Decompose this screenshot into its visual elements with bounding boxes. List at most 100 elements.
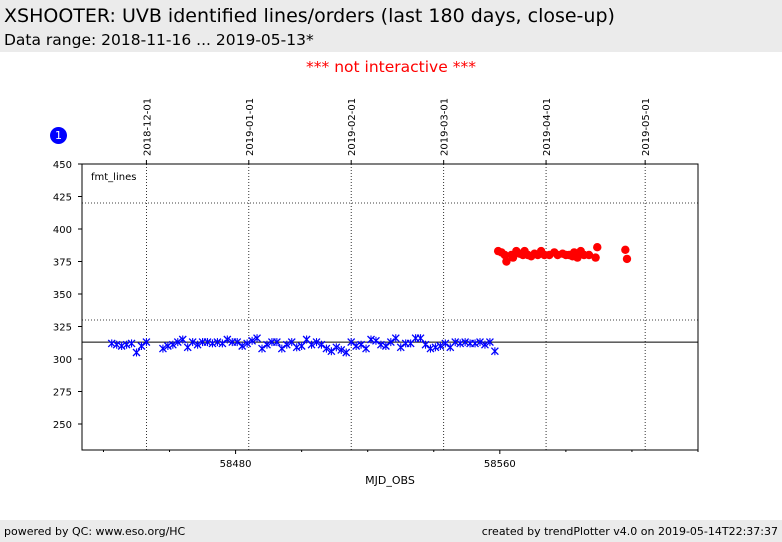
blue-x-marker	[158, 344, 167, 353]
blue-x-marker	[471, 339, 480, 348]
blue-x-marker	[391, 334, 400, 343]
x-axis-label: MJD_OBS	[365, 474, 415, 487]
blue-x-marker	[233, 338, 242, 347]
page-title: XSHOOTER: UVB identified lines/orders (l…	[4, 5, 615, 27]
blue-x-marker	[277, 344, 286, 353]
blue-x-marker	[163, 342, 172, 350]
top-date-tick-label: 2019-05-01	[641, 98, 652, 156]
footer-powered-by: powered by QC: www.eso.org/HC	[4, 525, 186, 538]
red-dot-marker	[573, 253, 582, 262]
top-date-tick-label: 2019-04-01	[542, 98, 553, 156]
blue-x-marker	[178, 335, 187, 344]
blue-x-marker	[322, 344, 331, 353]
blue-x-marker	[357, 340, 366, 349]
blue-x-marker	[282, 340, 291, 349]
blue-x-marker	[456, 339, 465, 348]
x-tick-label: 58560	[484, 459, 516, 470]
blue-x-marker	[243, 339, 252, 348]
red-dot-marker	[584, 250, 594, 260]
blue-x-marker	[193, 340, 202, 349]
red-dot-marker	[622, 254, 632, 264]
blue-x-marker	[327, 347, 336, 356]
blue-x-marker	[272, 338, 281, 347]
red-dot-marker	[621, 245, 630, 254]
panel-label: fmt_lines	[91, 172, 136, 183]
blue-x-marker	[208, 339, 217, 348]
blue-x-marker	[117, 342, 126, 350]
header-band: XSHOOTER: UVB identified lines/orders (l…	[0, 0, 782, 52]
blue-x-marker	[372, 336, 380, 345]
blue-x-marker	[132, 348, 141, 357]
blue-x-marker	[312, 338, 321, 347]
red-dot-marker	[508, 253, 518, 262]
blue-x-marker	[421, 340, 430, 349]
axes-layer	[78, 160, 699, 454]
top-date-tick-label: 2019-03-01	[440, 98, 451, 156]
blue-x-marker	[476, 338, 484, 347]
blue-x-marker	[451, 338, 460, 347]
blue-x-marker	[416, 334, 425, 343]
blue-x-marker	[426, 344, 435, 353]
blue-x-marker	[142, 338, 151, 347]
blue-x-marker	[342, 348, 351, 357]
y-tick-label: 375	[53, 258, 72, 269]
plot-number-badge: 1	[50, 127, 67, 144]
y-tick-label: 450	[53, 160, 72, 171]
blue-x-marker	[431, 343, 440, 352]
grid-layer	[82, 164, 698, 450]
top-date-tick-label: 2019-01-01	[245, 98, 256, 156]
blue-x-marker	[137, 342, 146, 350]
y-tick-label: 350	[53, 290, 72, 301]
blue-x-marker	[218, 339, 227, 348]
y-tick-label: 400	[53, 225, 72, 236]
blue-x-marker	[263, 340, 271, 349]
blue-x-marker	[258, 344, 266, 353]
blue-x-marker	[332, 343, 341, 352]
footer-band: powered by QC: www.eso.org/HC created by…	[0, 520, 782, 542]
labels-layer: fmt_lines MJD_OBS 2018-12-01 2019-01-01 20…	[53, 98, 652, 487]
red-dot-marker	[593, 243, 602, 252]
blue-x-marker	[173, 338, 182, 347]
blue-x-marker	[381, 342, 390, 350]
y-tick-label: 325	[53, 323, 72, 334]
blue-x-marker	[317, 340, 326, 349]
blue-x-marker	[168, 340, 177, 349]
plot-frame	[81, 163, 699, 451]
y-tick-label: 250	[53, 420, 72, 431]
y-tick-label: 300	[53, 355, 72, 366]
blue-x-marker	[352, 342, 361, 350]
blue-x-marker	[386, 338, 395, 347]
top-date-tick-label: 2018-12-01	[142, 98, 153, 156]
blue-x-marker	[441, 339, 450, 348]
data-range-subtitle: Data range: 2018-11-16 ... 2019-05-13*	[4, 31, 314, 49]
blue-x-marker	[396, 343, 405, 352]
blue-x-marker	[367, 335, 375, 344]
blue-x-marker	[485, 338, 494, 347]
blue-x-marker	[213, 338, 222, 347]
y-tick-label: 275	[53, 388, 72, 399]
top-date-tick-label: 2019-02-01	[347, 98, 358, 156]
blue-x-marker	[490, 347, 499, 356]
blue-x-marker	[112, 340, 121, 349]
blue-x-marker	[362, 344, 371, 353]
blue-x-marker	[461, 338, 470, 347]
blue-x-marker	[203, 338, 212, 347]
blue-x-marker	[337, 345, 346, 354]
x-tick-label: 58480	[220, 459, 252, 470]
red-dot-marker	[500, 250, 509, 260]
blue-x-marker	[481, 340, 489, 349]
footer-created-by: created by trendPlotter v4.0 on 2019-05-…	[481, 525, 778, 538]
blue-x-marker	[376, 340, 385, 349]
blue-x-marker	[188, 338, 197, 347]
red-dot-marker	[502, 257, 511, 266]
blue-x-marker	[127, 339, 136, 348]
y-tick-label: 425	[53, 193, 72, 204]
blue-x-marker	[297, 342, 306, 350]
blue-x-marker	[223, 335, 232, 344]
blue-x-marker	[122, 340, 131, 349]
not-interactive-notice: *** not interactive ***	[306, 58, 476, 76]
blue-x-marker	[307, 340, 316, 349]
blue-x-marker	[292, 343, 301, 352]
points-layer	[107, 243, 632, 357]
